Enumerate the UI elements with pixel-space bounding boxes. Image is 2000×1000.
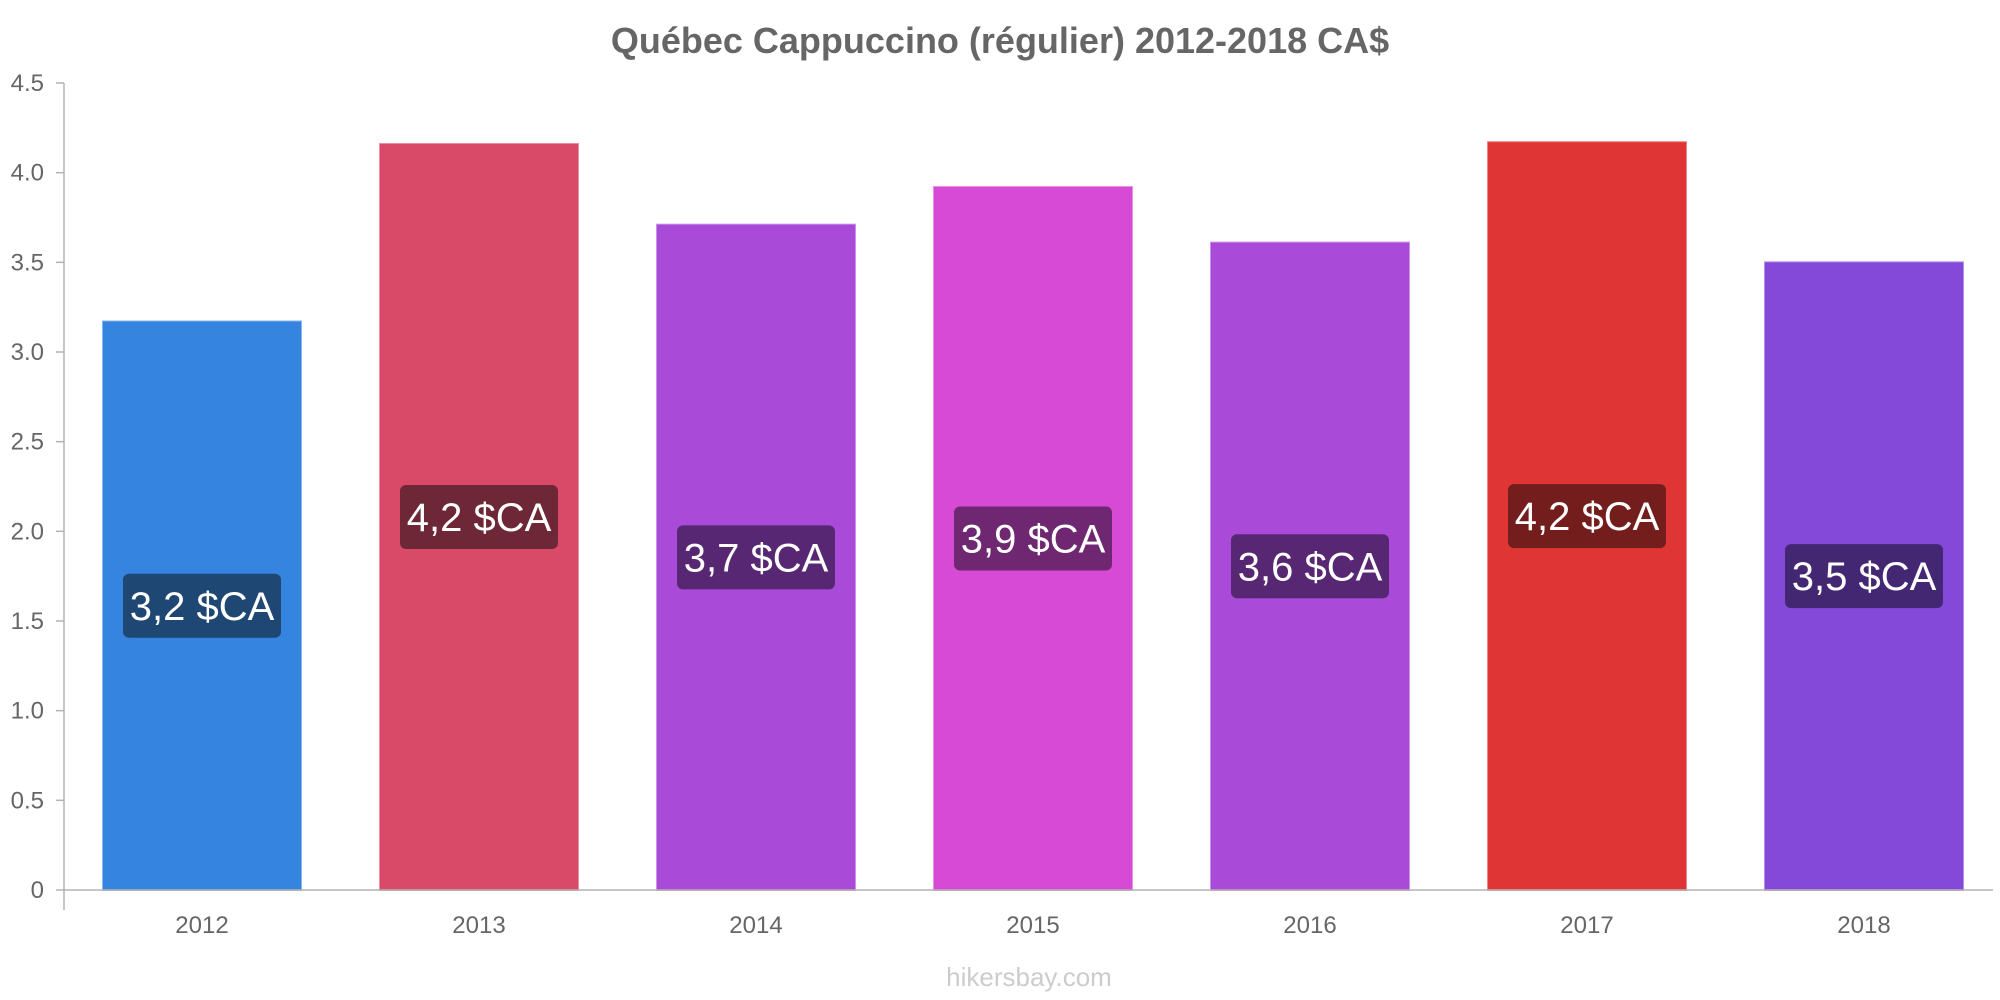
y-tick-label: 3.0: [11, 339, 44, 366]
data-label-2013: 4,2 $CA: [400, 484, 558, 549]
y-tick-label: 2.0: [11, 518, 44, 545]
y-tick-label: 3.5: [11, 249, 44, 276]
data-label-text: 3,6 $CA: [1238, 545, 1383, 589]
data-label-2015: 3,9 $CA: [954, 506, 1112, 571]
data-label-badge: [677, 525, 835, 590]
y-tick-label: 1.0: [11, 698, 44, 725]
data-label-badge: [1231, 534, 1389, 599]
data-label-text: 4,2 $CA: [1515, 495, 1660, 539]
x-tick-label: 2014: [729, 912, 782, 939]
data-label-text: 3,2 $CA: [130, 585, 275, 629]
x-tick-label: 2012: [175, 912, 228, 939]
y-tick-label: 0: [31, 877, 44, 904]
chart-title: Québec Cappuccino (régulier) 2012-2018 C…: [611, 20, 1389, 61]
source-watermark: hikersbay.com: [946, 962, 1112, 992]
y-tick-label: 0.5: [11, 787, 44, 814]
data-label-2014: 3,7 $CA: [677, 525, 835, 590]
y-axis: 0 0.5 1.0 1.5 2.0 2.5 3.0 3.5 4.0 4.5: [11, 70, 65, 910]
data-label-text: 3,5 $CA: [1792, 555, 1937, 599]
data-labels: 3,2 $CA 4,2 $CA 3,7 $CA 3,9 $CA 3,6 $CA 4,2 $…: [123, 484, 1943, 638]
data-label-text: 3,9 $CA: [961, 518, 1106, 562]
y-tick-label: 1.5: [11, 608, 44, 635]
data-label-text: 4,2 $CA: [407, 496, 552, 540]
y-tick-label: 2.5: [11, 429, 44, 456]
data-label-badge: [954, 506, 1112, 571]
x-tick-label: 2018: [1837, 912, 1890, 939]
x-tick-label: 2016: [1283, 912, 1336, 939]
data-label-2016: 3,6 $CA: [1231, 534, 1389, 599]
data-label-2017: 4,2 $CA: [1508, 484, 1666, 549]
x-tick-label: 2017: [1560, 912, 1613, 939]
data-label-badge: [123, 573, 281, 638]
data-label-2012: 3,2 $CA: [123, 573, 281, 638]
y-tick-label: 4.5: [11, 70, 44, 97]
x-tick-label: 2013: [452, 912, 505, 939]
data-label-badge: [1785, 544, 1943, 609]
y-tick-label: 4.0: [11, 160, 44, 187]
x-tick-label: 2015: [1006, 912, 1059, 939]
x-axis: 2012 2013 2014 2015 2016 2017 2018: [64, 889, 1993, 939]
data-label-2018: 3,5 $CA: [1785, 544, 1943, 609]
data-label-text: 3,7 $CA: [684, 536, 829, 580]
data-label-badge: [400, 484, 558, 549]
data-label-badge: [1508, 484, 1666, 549]
